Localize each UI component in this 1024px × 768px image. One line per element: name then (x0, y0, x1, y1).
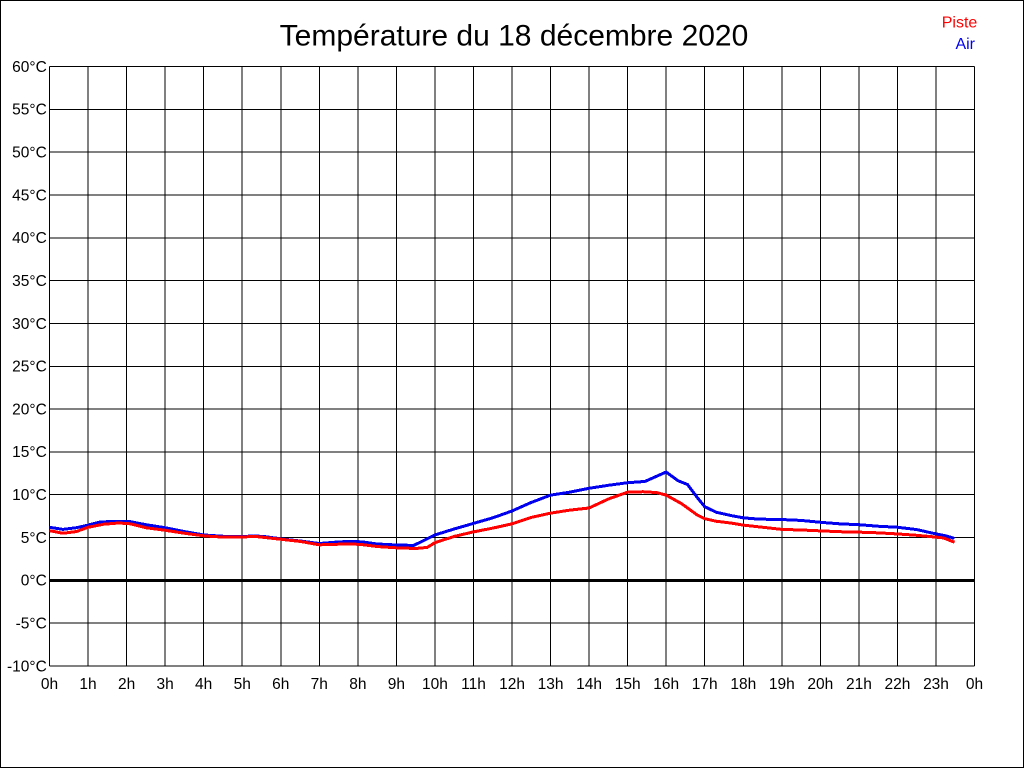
svg-text:20°C: 20°C (12, 401, 47, 418)
svg-text:5h: 5h (234, 676, 251, 693)
svg-text:7h: 7h (311, 676, 328, 693)
svg-text:60°C: 60°C (12, 59, 47, 76)
svg-text:40°C: 40°C (12, 230, 47, 247)
svg-text:4h: 4h (195, 676, 212, 693)
svg-text:12h: 12h (499, 676, 525, 693)
svg-text:0h: 0h (966, 676, 983, 693)
svg-text:25°C: 25°C (12, 359, 47, 376)
svg-text:9h: 9h (388, 676, 405, 693)
svg-text:Air: Air (955, 36, 975, 53)
svg-text:-5°C: -5°C (16, 616, 47, 633)
svg-text:21h: 21h (846, 676, 872, 693)
svg-text:15°C: 15°C (12, 444, 47, 461)
svg-text:17h: 17h (692, 676, 718, 693)
svg-text:1h: 1h (79, 676, 96, 693)
svg-text:20h: 20h (807, 676, 833, 693)
svg-text:18h: 18h (730, 676, 756, 693)
svg-text:Température du 18 décembre 202: Température du 18 décembre 2020 (280, 20, 749, 53)
svg-text:14h: 14h (576, 676, 602, 693)
svg-text:50°C: 50°C (12, 144, 47, 161)
svg-text:3h: 3h (157, 676, 174, 693)
svg-text:11h: 11h (461, 676, 486, 693)
svg-text:0°C: 0°C (21, 573, 47, 590)
svg-text:22h: 22h (885, 676, 911, 693)
svg-text:5°C: 5°C (21, 530, 47, 547)
svg-text:30°C: 30°C (12, 316, 47, 333)
svg-text:35°C: 35°C (12, 273, 47, 290)
svg-text:16h: 16h (653, 676, 679, 693)
svg-text:55°C: 55°C (12, 102, 47, 119)
svg-text:2h: 2h (118, 676, 135, 693)
svg-text:-10°C: -10°C (7, 658, 47, 675)
svg-text:0h: 0h (41, 676, 58, 693)
svg-text:Piste: Piste (942, 14, 978, 31)
svg-text:19h: 19h (769, 676, 795, 693)
svg-text:6h: 6h (272, 676, 289, 693)
svg-text:23h: 23h (923, 676, 949, 693)
svg-text:45°C: 45°C (12, 187, 47, 204)
svg-text:13h: 13h (538, 676, 564, 693)
svg-text:15h: 15h (615, 676, 641, 693)
svg-text:10°C: 10°C (12, 487, 47, 504)
svg-text:8h: 8h (349, 676, 366, 693)
svg-text:10h: 10h (422, 676, 448, 693)
